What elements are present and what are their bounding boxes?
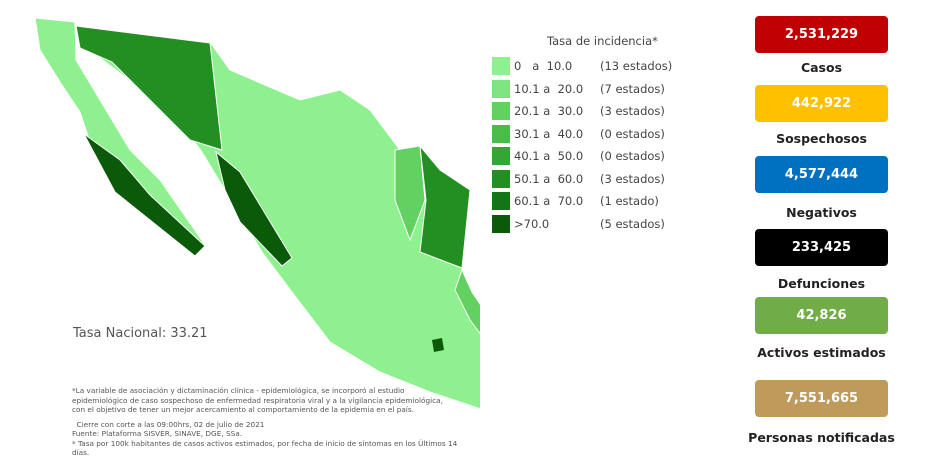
stat-label: Activos estimados — [757, 345, 886, 360]
note-source: Fuente: Plataforma SISVER, SINAVE, DGE, … — [72, 429, 243, 438]
legend-item: 40.1 a 50.0 (0 estados) — [492, 145, 672, 168]
stat-box: 42,826 — [755, 297, 888, 334]
stat-box: 2,531,229 — [755, 16, 888, 53]
legend-item: 0 a 10.0 (13 estados) — [492, 55, 672, 78]
stat-label: Casos — [800, 60, 843, 75]
stat-label: Sospechosos — [776, 131, 867, 146]
legend-item: 50.1 a 60.0 (3 estados) — [492, 168, 672, 191]
mexico-map — [34, 17, 480, 410]
legend-range: 20.1 a 30.0 — [514, 104, 584, 119]
legend-range: >70.0 — [514, 216, 550, 231]
legend-count: (0 estados) — [600, 149, 665, 164]
legend-item: 10.1 a 20.0 (7 estados) — [492, 78, 672, 101]
legend-swatch — [492, 214, 510, 233]
legend-swatch — [492, 147, 510, 166]
map-baja-sur — [83, 133, 206, 257]
stat-label: Personas notificadas — [748, 430, 895, 445]
stat-label: Defunciones — [777, 276, 866, 291]
map-sonora — [75, 25, 223, 151]
legend-count: (7 estados) — [600, 81, 665, 96]
legend-item: 20.1 a 30.0 (3 estados) — [492, 100, 672, 123]
legend-swatch — [492, 57, 510, 76]
legend-swatch — [492, 79, 510, 98]
stat-box: 7,551,665 — [755, 380, 888, 417]
footnotes: *La variable de asociación y dictaminaci… — [72, 386, 472, 458]
legend-count: (3 estados) — [600, 104, 665, 119]
legend-item: >70.0 (5 estados) — [492, 213, 672, 236]
national-rate: Tasa Nacional: 33.21 — [73, 326, 208, 341]
note-cutoff: Cierre con corte a las 09:00hrs, 02 de j… — [72, 419, 265, 429]
map-cdmx — [432, 338, 444, 352]
legend-swatch — [492, 124, 510, 143]
legend-item: 30.1 a 40.0 (0 estados) — [492, 123, 672, 146]
map-sinaloa — [215, 150, 293, 267]
legend-range: 50.1 a 60.0 — [514, 171, 584, 186]
note-line: con el objetivo de tener un mejor acerca… — [72, 405, 414, 414]
note-line: *La variable de asociación y dictaminaci… — [72, 386, 405, 395]
legend-range: 10.1 a 20.0 — [514, 81, 584, 96]
note-rate-def: * Tasa por 100k habitantes de casos acti… — [72, 438, 458, 458]
stat-box: 442,922 — [755, 85, 888, 122]
legend-count: (3 estados) — [600, 171, 665, 186]
map-veracruz — [454, 268, 480, 335]
legend-count: (13 estados) — [600, 59, 673, 74]
legend-swatch — [492, 102, 510, 121]
legend-range: 30.1 a 40.0 — [514, 126, 584, 141]
legend-range: 60.1 a 70.0 — [514, 194, 584, 209]
legend-count: (0 estados) — [600, 126, 665, 141]
legend-item: 60.1 a 70.0 (1 estado) — [492, 190, 672, 213]
legend-range: 40.1 a 50.0 — [514, 149, 584, 164]
legend-count: (1 estado) — [600, 194, 659, 209]
map-mainland — [74, 24, 480, 410]
stat-box: 233,425 — [755, 229, 888, 266]
legend-title: Tasa de incidencia* — [547, 34, 658, 48]
map-tamaulipas — [419, 144, 471, 269]
stat-box: 4,577,444 — [755, 156, 888, 193]
note-line: epidemiológico de caso sospechoso de enf… — [72, 395, 443, 405]
map-nuevo-leon — [394, 145, 426, 242]
legend-swatch — [492, 192, 510, 211]
stat-label: Negativos — [786, 205, 857, 220]
legend-swatch — [492, 169, 510, 188]
legend-range: 0 a 10.0 — [514, 59, 573, 74]
legend-count: (5 estados) — [600, 216, 665, 231]
legend: Tasa de incidencia* 0 a 10.0 (13 estados)… — [492, 34, 672, 235]
